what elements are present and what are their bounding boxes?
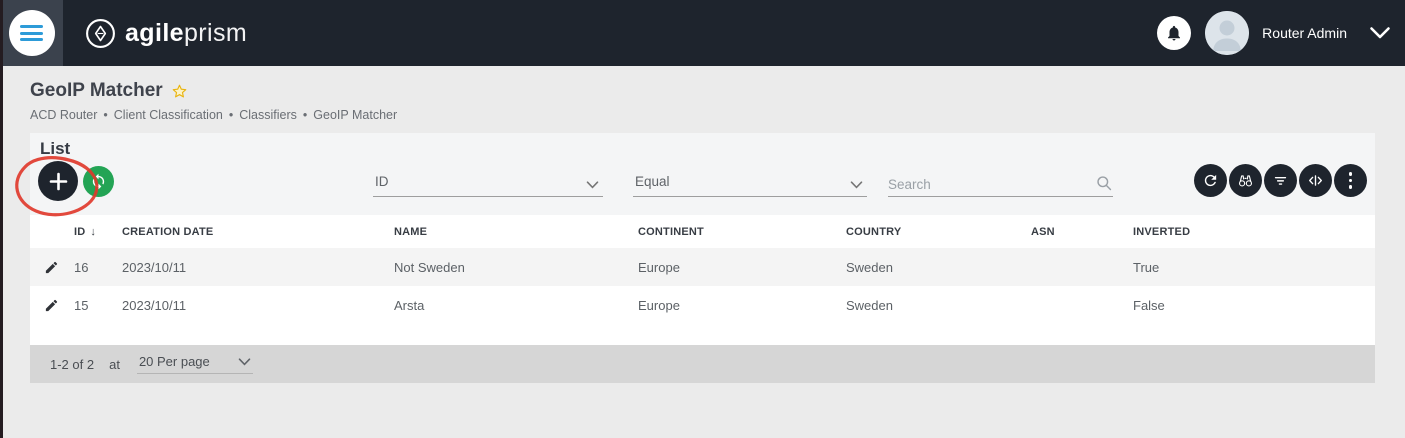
pencil-icon xyxy=(45,261,58,273)
cell-inverted: True xyxy=(1133,248,1375,286)
window-edge-strip xyxy=(0,0,3,438)
search-field xyxy=(888,165,1113,197)
list-heading: List xyxy=(40,139,71,158)
list-toolbar: ID Equal xyxy=(30,159,1375,215)
filter-field-value: ID xyxy=(375,174,389,189)
chevron-down-icon xyxy=(238,357,251,366)
header-continent[interactable]: CONTINENT xyxy=(638,225,704,238)
refresh-icon xyxy=(1204,174,1217,187)
user-menu-expand[interactable] xyxy=(1369,26,1391,40)
sync-icon xyxy=(92,173,105,190)
breadcrumb-item[interactable]: Classifiers xyxy=(239,108,297,122)
code-icon xyxy=(1309,175,1322,186)
sort-descending-icon: ↓ xyxy=(90,225,97,238)
filter-button[interactable] xyxy=(1264,164,1297,197)
pagination-at-label: at xyxy=(109,356,120,372)
page-title: GeoIP Matcher xyxy=(30,80,163,101)
pagination-bar: 1-2 of 2 at 20 Per page xyxy=(30,345,1375,383)
table-row: 15 2023/10/11 Arsta Europe Sweden False xyxy=(30,286,1375,324)
cell-asn xyxy=(1031,248,1133,286)
search-input[interactable] xyxy=(888,177,1096,192)
chevron-down-icon xyxy=(1370,27,1390,39)
pagination-range: 1-2 of 2 xyxy=(50,356,95,372)
breadcrumb: ACD Router • Client Classification • Cla… xyxy=(30,108,398,122)
kebab-icon xyxy=(1348,171,1353,191)
sync-button[interactable] xyxy=(83,166,114,197)
header-creation-date[interactable]: CREATION DATE xyxy=(122,225,214,238)
pencil-icon xyxy=(45,299,58,311)
favorite-star-icon[interactable] xyxy=(171,83,188,100)
edit-row-button[interactable] xyxy=(44,298,59,313)
menu-button[interactable] xyxy=(0,0,63,66)
cell-creation-date: 2023/10/11 xyxy=(122,248,394,286)
cell-creation-date: 2023/10/11 xyxy=(122,297,187,313)
header-country[interactable]: COUNTRY xyxy=(846,225,902,238)
header-inverted[interactable]: INVERTED xyxy=(1133,225,1191,238)
plus-icon xyxy=(49,172,67,190)
binoculars-button[interactable] xyxy=(1229,164,1262,197)
more-options-button[interactable] xyxy=(1334,164,1367,197)
refresh-button[interactable] xyxy=(1194,164,1227,197)
cell-id: 15 xyxy=(74,297,89,313)
cell-inverted: False xyxy=(1133,297,1165,313)
filter-operator-value: Equal xyxy=(635,174,670,189)
brand-mark-icon xyxy=(86,18,115,48)
brand-name: agileprism xyxy=(125,18,248,47)
chevron-down-icon xyxy=(586,181,599,189)
hamburger-icon xyxy=(8,10,55,56)
brand-logo[interactable]: agileprism xyxy=(85,18,247,49)
results-table: ID ↓ CREATION DATE NAME CONTINENT COUNTRY… xyxy=(30,215,1375,324)
add-button[interactable] xyxy=(38,161,78,201)
filter-operator-select[interactable]: Equal xyxy=(633,165,867,197)
cell-country: Sweden xyxy=(846,248,1031,286)
search-icon xyxy=(1097,176,1112,191)
breadcrumb-item[interactable]: Client Classification xyxy=(113,108,223,122)
breadcrumb-item-current: GeoIP Matcher xyxy=(313,108,398,122)
person-icon xyxy=(1205,11,1250,55)
filter-field-select[interactable]: ID xyxy=(373,165,603,197)
cell-continent: Europe xyxy=(638,297,680,313)
user-menu-label[interactable]: Router Admin xyxy=(1262,25,1347,41)
filter-lines-icon xyxy=(1274,176,1287,185)
binoculars-icon xyxy=(1238,175,1253,187)
cell-id: 16 xyxy=(74,248,122,286)
cell-country: Sweden xyxy=(846,297,893,313)
chevron-down-icon xyxy=(850,181,863,189)
code-view-button[interactable] xyxy=(1299,164,1332,197)
per-page-select[interactable]: 20 Per page xyxy=(136,354,253,374)
table-header-row: ID ↓ CREATION DATE NAME CONTINENT COUNTRY… xyxy=(30,215,1375,248)
bell-icon xyxy=(1168,25,1181,41)
header-asn[interactable]: ASN xyxy=(1031,225,1055,238)
cell-asn xyxy=(1031,286,1133,324)
cell-name: Not Sweden xyxy=(394,248,638,286)
table-row: 16 2023/10/11 Not Sweden Europe Sweden T… xyxy=(30,248,1375,286)
cell-continent: Europe xyxy=(638,248,846,286)
header-edit xyxy=(30,215,74,248)
edit-row-button[interactable] xyxy=(44,260,59,275)
header-id[interactable]: ID ↓ xyxy=(74,225,97,238)
header-name[interactable]: NAME xyxy=(394,225,428,238)
avatar[interactable] xyxy=(1205,11,1250,55)
per-page-value: 20 Per page xyxy=(138,354,210,369)
cell-name: Arsta xyxy=(394,297,425,313)
list-card: List ID Equal xyxy=(30,133,1375,383)
page-header: GeoIP Matcher ACD Router • Client Classi… xyxy=(0,66,1405,122)
notifications-button[interactable] xyxy=(1157,16,1192,50)
toolbar-icon-group xyxy=(1194,164,1367,197)
top-navbar: agileprism Router Admin xyxy=(0,0,1405,66)
breadcrumb-item[interactable]: ACD Router xyxy=(30,108,98,122)
table-bottom-spacer xyxy=(30,324,1375,345)
